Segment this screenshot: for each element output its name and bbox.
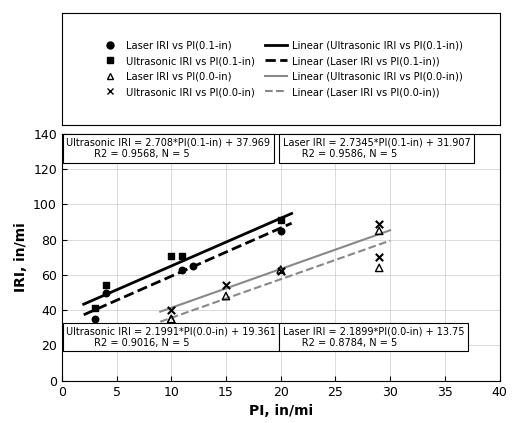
Text: Laser IRI = 2.1899*PI(0.0-in) + 13.75
      R2 = 0.8784, N = 5: Laser IRI = 2.1899*PI(0.0-in) + 13.75 R2… [283, 327, 465, 348]
Point [375, 264, 383, 271]
Point [189, 263, 197, 269]
Point [178, 252, 186, 259]
Point [101, 289, 110, 296]
Point [277, 268, 285, 275]
Point [222, 282, 230, 289]
Point [375, 220, 383, 227]
X-axis label: PI, in/mi: PI, in/mi [249, 404, 313, 418]
Point [277, 266, 285, 273]
Text: Ultrasonic IRI = 2.1991*PI(0.0-in) + 19.361
         R2 = 0.9016, N = 5: Ultrasonic IRI = 2.1991*PI(0.0-in) + 19.… [66, 327, 276, 348]
Point [222, 293, 230, 299]
Point [167, 307, 175, 313]
Point [277, 228, 285, 234]
Point [167, 316, 175, 322]
Point [375, 228, 383, 234]
Point [101, 282, 110, 289]
Text: Laser IRI = 2.7345*PI(0.1-in) + 31.907
      R2 = 0.9586, N = 5: Laser IRI = 2.7345*PI(0.1-in) + 31.907 R… [283, 137, 471, 159]
Point [277, 217, 285, 224]
Text: Ultrasonic IRI = 2.708*PI(0.1-in) + 37.969
         R2 = 0.9568, N = 5: Ultrasonic IRI = 2.708*PI(0.1-in) + 37.9… [66, 137, 270, 159]
Point [91, 305, 99, 312]
Point [375, 254, 383, 261]
Legend: Laser IRI vs PI(0.1-in), Ultrasonic IRI vs PI(0.1-in), Laser IRI vs PI(0.0-in), : Laser IRI vs PI(0.1-in), Ultrasonic IRI … [95, 36, 467, 101]
Point [178, 266, 186, 273]
Y-axis label: IRI, in/mi: IRI, in/mi [13, 222, 27, 292]
Point [167, 252, 175, 259]
Point [167, 316, 175, 322]
Point [91, 316, 99, 322]
